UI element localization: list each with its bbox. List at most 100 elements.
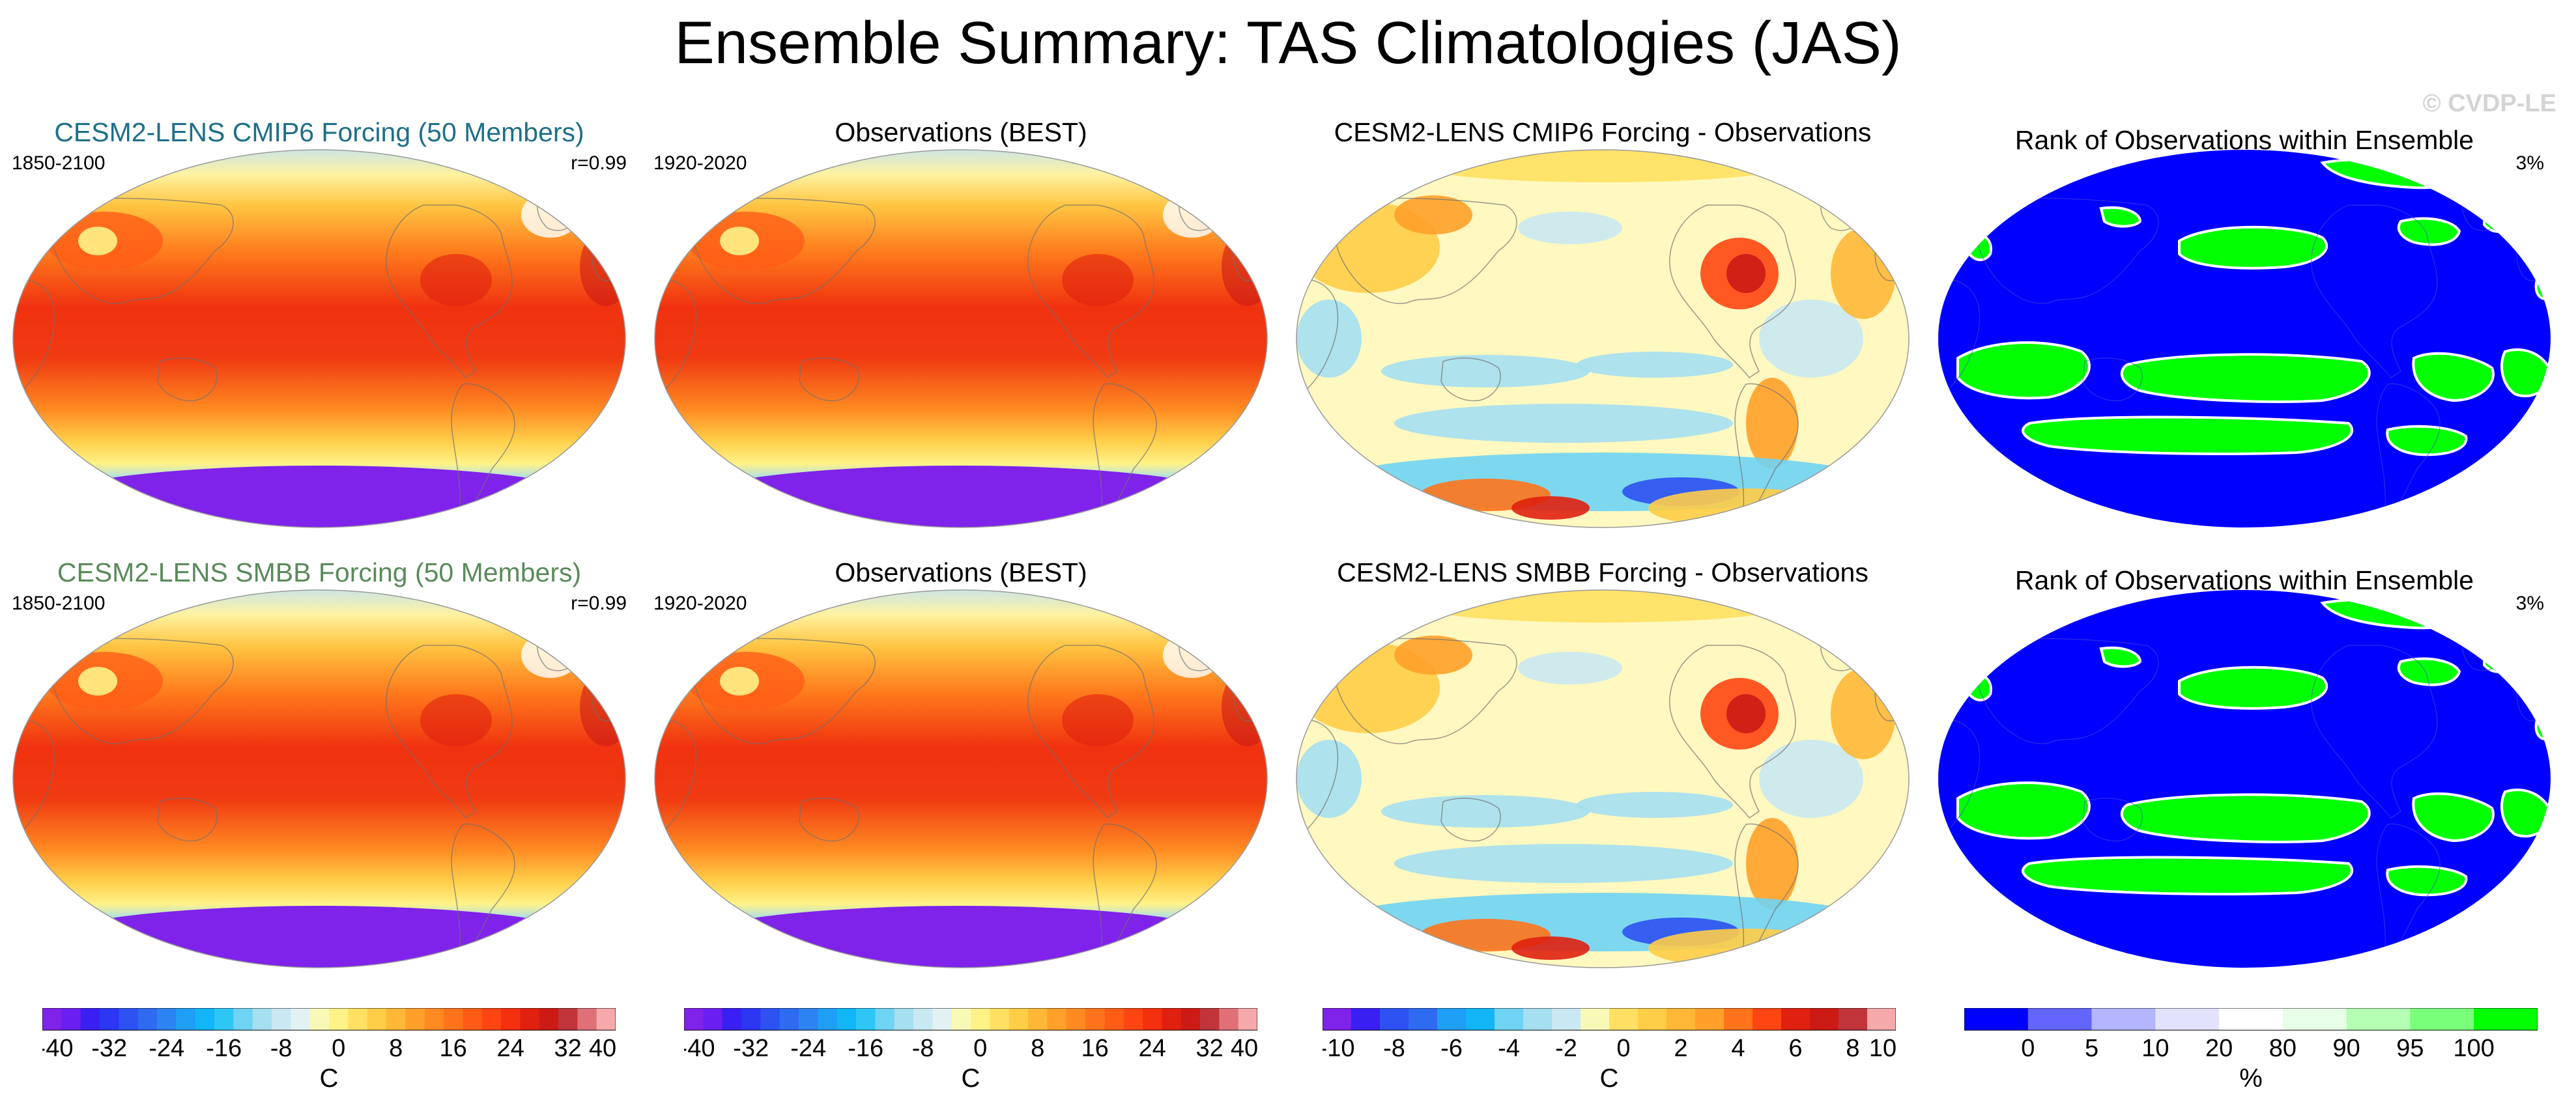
colorbar-swatch xyxy=(932,1008,952,1030)
climatology-map xyxy=(12,149,626,528)
climatology-map xyxy=(654,149,1268,528)
panel-period-label: 1850-2100 xyxy=(12,152,106,174)
colorbar-swatch xyxy=(1219,1008,1239,1030)
colorbar-tick-label: 90 xyxy=(2333,1035,2360,1060)
panel-smbb-rank: Rank of Observations within Ensemble 3% xyxy=(1925,557,2564,981)
difference-map xyxy=(1296,589,1910,968)
colorbar-rank: 0 5 10 20 80 90 95 100 % xyxy=(1964,1008,2538,1106)
colorbar-swatch xyxy=(2091,1008,2156,1030)
colorbar-swatch xyxy=(1085,1008,1105,1030)
panel-title: CESM2-LENS SMBB Forcing (50 Members) xyxy=(57,557,582,587)
colorbar-swatch xyxy=(444,1008,463,1030)
panel-period-label: 1920-2020 xyxy=(653,152,747,174)
colorbar-tick-label: 95 xyxy=(2396,1035,2424,1060)
colorbar-tick-label: -40 xyxy=(684,1035,715,1060)
colorbar-swatch xyxy=(119,1008,139,1030)
colorbar-swatch xyxy=(42,1008,62,1030)
colorbar-swatch xyxy=(2027,1008,2093,1030)
colorbar-tick-label: 100 xyxy=(2454,1035,2495,1060)
colorbar-swatch xyxy=(558,1008,578,1030)
colorbar-swatch xyxy=(722,1008,742,1030)
colorbar-swatch xyxy=(1009,1008,1029,1030)
colorbar-swatch xyxy=(951,1008,971,1030)
colorbar-tick-label: -32 xyxy=(733,1035,769,1060)
panel-cmip6-difference: CESM2-LENS CMIP6 Forcing - Observations xyxy=(1283,117,1922,540)
colorbar-tick-label: -16 xyxy=(848,1035,883,1060)
colorbar-tick-label: 16 xyxy=(1081,1035,1109,1060)
colorbar-graphic: 0 5 10 20 80 90 95 100 xyxy=(1964,1008,2538,1060)
colorbar-temperature: -40 -32 -24 -16 -8 0 8 16 24 32 40 C xyxy=(42,1008,616,1106)
figure-title: Ensemble Summary: TAS Climatologies (JAS… xyxy=(674,10,1902,76)
colorbar-tick-label: -24 xyxy=(149,1035,184,1060)
colorbar-tick-label: 4 xyxy=(1731,1035,1745,1060)
colorbar-swatch xyxy=(463,1008,483,1030)
colorbar-swatch xyxy=(1123,1008,1143,1030)
colorbar-tick-label: -8 xyxy=(1383,1035,1405,1060)
colorbar-swatch xyxy=(1753,1008,1782,1030)
colorbar-swatch xyxy=(1581,1008,1610,1030)
colorbar-swatch xyxy=(367,1008,387,1030)
colorbar-tick-label: -8 xyxy=(912,1035,934,1060)
colorbar-swatch xyxy=(1380,1008,1409,1030)
panel-smbb-difference: CESM2-LENS SMBB Forcing - Observations xyxy=(1283,557,1922,981)
colorbar-swatch xyxy=(2474,1008,2538,1030)
colorbar-swatch xyxy=(1523,1008,1553,1030)
colorbar-tick-label: -10 xyxy=(1323,1035,1354,1060)
colorbar-swatch xyxy=(818,1008,838,1030)
colorbar-swatch xyxy=(1724,1008,1753,1030)
colorbar-swatch xyxy=(157,1008,177,1030)
colorbar-tick-label: 32 xyxy=(1196,1035,1224,1060)
colorbar-tick-label: 5 xyxy=(2085,1035,2098,1060)
colorbar-graphic: -40 -32 -24 -16 -8 0 8 16 24 32 40 xyxy=(42,1008,616,1060)
colorbar-swatch xyxy=(856,1008,876,1030)
panel-period-label: 1920-2020 xyxy=(653,593,747,614)
colorbar-tick-label: 0 xyxy=(2021,1035,2035,1060)
colorbar-swatch xyxy=(703,1008,723,1030)
colorbar-swatch xyxy=(61,1008,81,1030)
colorbar-swatch xyxy=(913,1008,933,1030)
colorbar-tick-label: 32 xyxy=(554,1035,582,1060)
colorbar-swatch xyxy=(875,1008,895,1030)
panel-obs-climatology: Observations (BEST) 1920-2020 xyxy=(642,117,1280,540)
colorbar-swatch xyxy=(741,1008,761,1030)
colorbar-unit: C xyxy=(961,1064,980,1093)
climatology-map xyxy=(12,589,626,968)
colorbar-tick-label: -6 xyxy=(1440,1035,1463,1060)
colorbar-swatch xyxy=(100,1008,119,1030)
colorbar-swatch xyxy=(1810,1008,1839,1030)
colorbar-swatch xyxy=(1667,1008,1696,1030)
colorbar-swatch xyxy=(1839,1008,1868,1030)
colorbar-swatch xyxy=(2410,1008,2474,1030)
colorbar-tick-label: 24 xyxy=(1139,1035,1166,1060)
colorbar-swatch xyxy=(214,1008,234,1030)
colorbar-unit: % xyxy=(2239,1064,2263,1093)
colorbar-tick-label: -8 xyxy=(270,1035,293,1060)
colorbar-swatch xyxy=(577,1008,597,1030)
colorbar-swatch xyxy=(1047,1008,1067,1030)
colorbar-swatch xyxy=(329,1008,349,1030)
colorbar-swatch xyxy=(2219,1008,2283,1030)
colorbar-tick-label: -2 xyxy=(1555,1035,1577,1060)
colorbar-swatch xyxy=(291,1008,311,1030)
colorbar-difference: -10 -8 -6 -4 -2 0 2 4 6 8 10 C xyxy=(1323,1008,1896,1106)
difference-map xyxy=(1296,149,1910,528)
colorbar-tick-label: 10 xyxy=(1869,1035,1896,1060)
panel-title: Observations (BEST) xyxy=(835,117,1087,147)
panel-cmip6-climatology: CESM2-LENS CMIP6 Forcing (50 Members) 18… xyxy=(0,117,638,540)
colorbar-tick-label: 6 xyxy=(1788,1035,1802,1060)
colorbar-swatch xyxy=(837,1008,857,1030)
colorbar-swatch xyxy=(894,1008,914,1030)
colorbar-swatch xyxy=(176,1008,196,1030)
colorbar-tick-label: 0 xyxy=(332,1035,345,1060)
colorbar-swatch xyxy=(1028,1008,1048,1030)
panel-correlation-label: r=0.99 xyxy=(571,152,627,174)
colorbar-tick-label: 20 xyxy=(2205,1035,2233,1060)
colorbar-swatch xyxy=(501,1008,521,1030)
colorbar-swatch xyxy=(424,1008,444,1030)
colorbar-swatch xyxy=(386,1008,406,1030)
colorbar-swatch xyxy=(1162,1008,1182,1030)
colorbar-tick-label: -4 xyxy=(1498,1035,1520,1060)
rank-map xyxy=(1938,150,2551,527)
colorbar-swatch xyxy=(520,1008,540,1030)
climatology-map xyxy=(654,589,1268,968)
